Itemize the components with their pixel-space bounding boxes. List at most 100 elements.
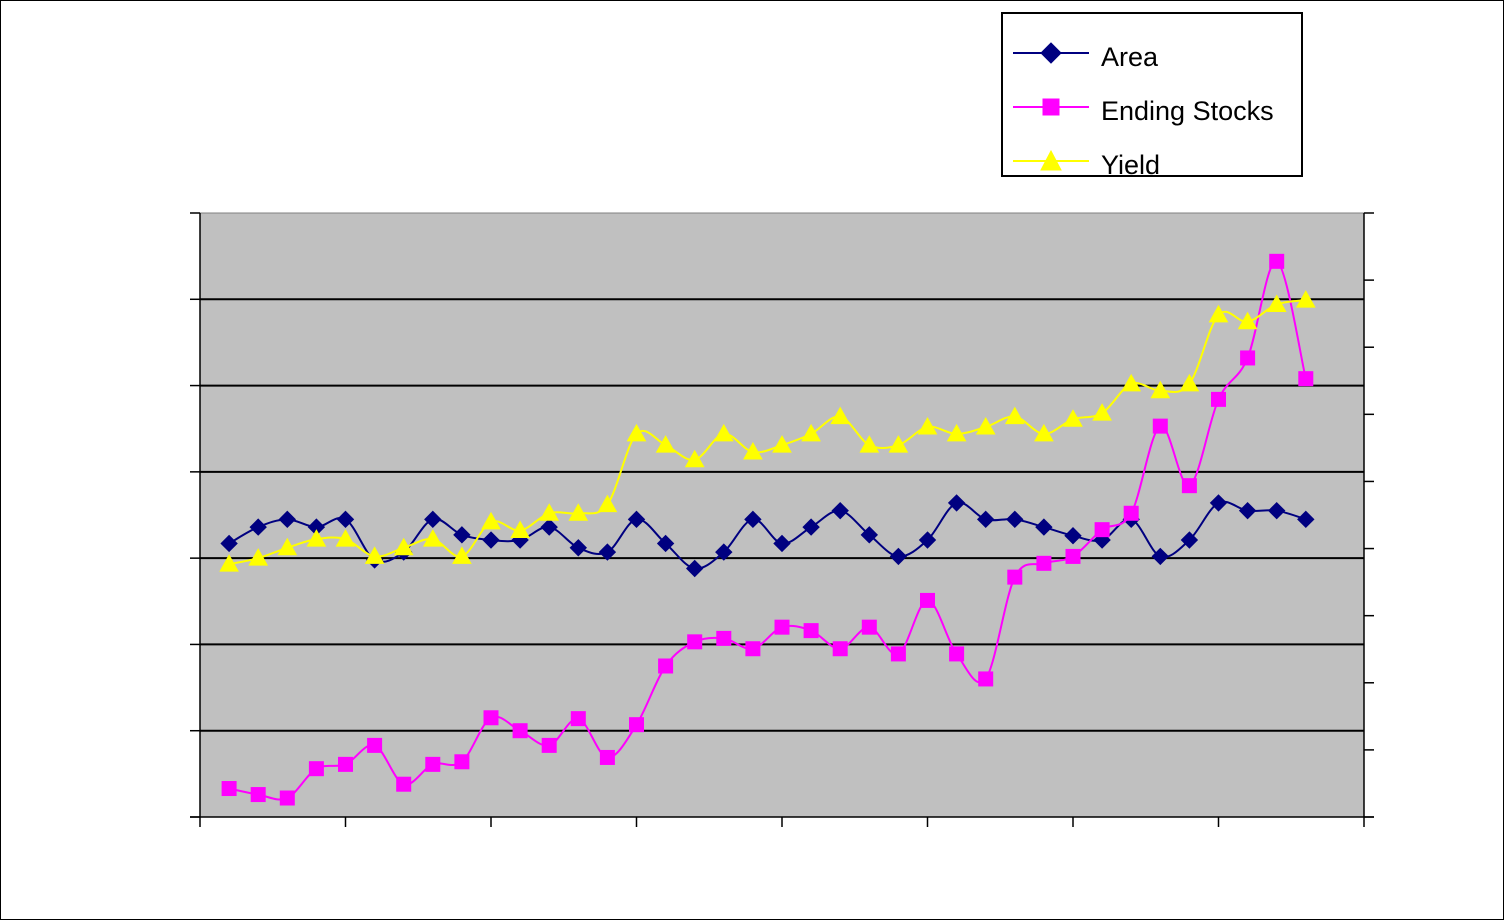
data-point-ending-stocks xyxy=(250,787,266,803)
legend-swatch-area xyxy=(1013,42,1089,64)
data-point-area xyxy=(482,531,500,549)
data-point-area xyxy=(1238,501,1257,520)
legend-label-ending-stocks: Ending Stocks xyxy=(1101,96,1274,126)
data-point-area xyxy=(1180,531,1199,549)
data-point-yield xyxy=(772,435,792,453)
data-point-yield xyxy=(452,546,472,564)
data-point-yield xyxy=(364,546,385,564)
data-point-ending-stocks xyxy=(978,671,994,687)
data-point-area xyxy=(336,510,355,529)
series-line-ending-stocks xyxy=(228,260,1307,801)
data-point-ending-stocks xyxy=(599,749,615,765)
legend-label-yield: Yield xyxy=(1101,150,1161,180)
data-point-ending-stocks xyxy=(920,592,935,608)
data-point-ending-stocks xyxy=(949,646,965,662)
data-point-ending-stocks xyxy=(1152,418,1168,434)
data-point-ending-stocks xyxy=(1298,371,1314,387)
data-point-ending-stocks xyxy=(1240,350,1256,366)
data-point-ending-stocks xyxy=(1094,522,1110,538)
data-point-yield xyxy=(743,441,763,460)
data-point-ending-stocks xyxy=(1211,391,1226,407)
data-point-ending-stocks xyxy=(861,619,877,635)
data-point-area xyxy=(598,543,617,561)
data-point-yield xyxy=(1092,403,1112,421)
data-point-area xyxy=(220,534,238,553)
data-point-area xyxy=(1035,518,1053,536)
data-point-area xyxy=(976,510,995,529)
data-point-ending-stocks xyxy=(890,646,906,662)
legend-swatch-yield xyxy=(1013,149,1089,171)
data-point-area xyxy=(715,543,733,561)
legend-label-area: Area xyxy=(1101,42,1159,72)
data-point-ending-stocks xyxy=(425,756,441,772)
legend-item-yield: Yield xyxy=(1003,140,1303,180)
data-point-ending-stocks xyxy=(279,790,295,806)
data-point-yield xyxy=(1121,373,1142,392)
data-point-yield xyxy=(510,520,530,539)
legend: Area Ending Stocks Yield xyxy=(1001,12,1303,180)
data-point-yield xyxy=(888,435,909,453)
data-point-ending-stocks xyxy=(774,619,790,635)
data-point-ending-stocks xyxy=(1036,555,1052,571)
data-point-area xyxy=(627,510,646,529)
data-point-ending-stocks xyxy=(483,710,499,726)
data-point-yield xyxy=(684,449,705,468)
data-point-area xyxy=(278,510,297,529)
data-point-yield xyxy=(422,529,443,547)
series-ending-stocks xyxy=(221,253,1314,806)
data-point-yield xyxy=(597,494,618,513)
data-point-ending-stocks xyxy=(1181,478,1197,494)
data-point-yield xyxy=(1295,290,1316,308)
data-point-area xyxy=(773,534,791,553)
data-point-area xyxy=(569,539,588,557)
data-point-ending-stocks xyxy=(1065,548,1081,564)
data-point-area xyxy=(1209,494,1228,512)
data-point-yield xyxy=(626,423,647,442)
data-point-yield xyxy=(306,529,327,547)
data-point-ending-stocks xyxy=(454,754,470,770)
data-point-yield xyxy=(277,537,298,556)
series-layer xyxy=(219,253,1316,806)
data-point-ending-stocks xyxy=(512,723,528,739)
data-point-area xyxy=(889,547,908,566)
data-point-ending-stocks xyxy=(1269,253,1285,269)
data-point-ending-stocks xyxy=(658,658,674,674)
legend-item-area: Area xyxy=(1003,32,1303,72)
data-point-ending-stocks xyxy=(541,737,557,753)
data-point-area xyxy=(656,534,675,553)
data-point-area xyxy=(424,510,442,529)
data-point-ending-stocks xyxy=(396,776,412,792)
data-point-area xyxy=(540,518,558,536)
plot-area xyxy=(199,212,1365,818)
data-point-yield xyxy=(859,435,880,453)
data-point-area xyxy=(947,494,966,512)
data-point-ending-stocks xyxy=(687,634,703,650)
data-point-yield xyxy=(1004,406,1025,425)
data-point-area xyxy=(1267,501,1286,520)
data-point-yield xyxy=(917,416,938,435)
data-point-yield xyxy=(568,503,589,521)
data-point-area xyxy=(685,559,704,578)
data-point-area xyxy=(744,510,762,529)
data-point-area xyxy=(1151,547,1170,566)
data-point-yield xyxy=(1034,423,1054,442)
data-point-yield xyxy=(830,406,851,425)
gridlines xyxy=(200,298,1364,732)
data-point-area xyxy=(1064,527,1082,545)
data-point-yield xyxy=(1237,311,1258,330)
data-point-ending-stocks xyxy=(221,781,237,797)
data-point-yield xyxy=(975,416,996,435)
data-point-yield xyxy=(1150,380,1171,399)
data-point-ending-stocks xyxy=(367,737,383,753)
data-point-area xyxy=(918,531,937,549)
data-point-yield xyxy=(481,511,501,530)
data-point-yield xyxy=(946,423,967,442)
data-point-area xyxy=(1297,510,1315,529)
data-point-yield xyxy=(248,548,269,566)
data-point-yield xyxy=(655,435,676,453)
data-point-area xyxy=(831,501,849,520)
data-point-area xyxy=(249,518,267,536)
data-point-area xyxy=(802,518,820,536)
data-point-ending-stocks xyxy=(338,756,353,772)
